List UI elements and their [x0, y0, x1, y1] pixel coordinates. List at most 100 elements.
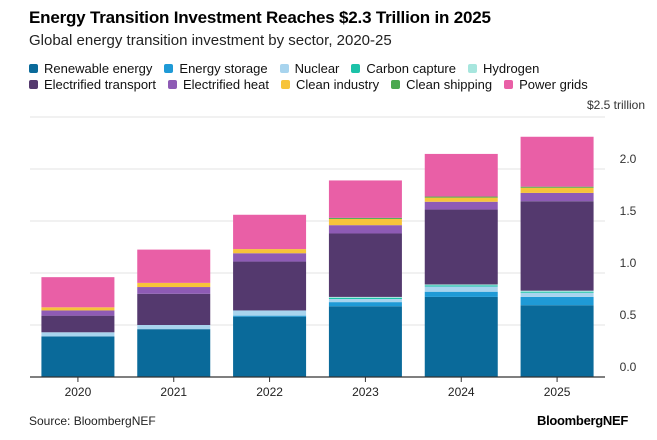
bar-segment — [328, 297, 402, 299]
bar-segment — [41, 307, 115, 311]
legend-swatch — [279, 63, 289, 73]
x-tick-label: 2023 — [352, 385, 379, 399]
chart-subtitle: Global energy transition investment by s… — [29, 32, 392, 49]
legend-swatch — [504, 79, 514, 89]
legend-item: Carbon capture — [351, 61, 456, 76]
y-tick-label: 0.5 — [620, 308, 637, 322]
y-tick-label: 1.0 — [620, 256, 637, 270]
legend-label: Electrified transport — [44, 76, 156, 92]
bar-segment — [424, 209, 498, 285]
y-axis-unit-label: $2.5 trillion — [587, 98, 645, 112]
legend-label: Electrified heat — [183, 76, 269, 92]
bar-segment — [520, 292, 594, 297]
legend-label: Renewable energy — [44, 60, 153, 76]
legend-item: Electrified heat — [168, 77, 269, 92]
chart-title: Energy Transition Investment Reaches $2.… — [29, 8, 491, 27]
legend-swatch — [468, 63, 477, 73]
legend-swatch — [164, 63, 174, 73]
legend-row: Electrified transport Electrified heat Cle… — [29, 76, 649, 92]
bar-segment — [328, 225, 402, 234]
bar-segment — [137, 249, 211, 283]
bar-segment — [520, 186, 594, 188]
legend-item: Renewable energy — [29, 61, 152, 76]
x-tick-label: 2022 — [256, 385, 283, 399]
legend-item: Electrified transport — [29, 77, 156, 92]
bar-segment — [424, 291, 498, 297]
bar-segment — [233, 249, 307, 254]
bar-segment — [328, 299, 402, 303]
source-note: Source: BloombergNEF — [29, 414, 156, 428]
bar-segment — [233, 253, 307, 262]
bar-segment — [41, 336, 115, 377]
bar-segment — [520, 136, 594, 187]
y-tick-label: 1.5 — [620, 204, 637, 218]
bar-segment — [233, 214, 307, 250]
legend-swatch — [351, 63, 361, 73]
bar-segment — [424, 296, 498, 377]
legend-label: Clean industry — [296, 76, 380, 92]
legend-swatch — [281, 79, 290, 89]
bar-segment — [328, 306, 402, 377]
brand-logo: BloombergNEF — [536, 413, 628, 428]
legend-swatch — [168, 79, 177, 89]
bar-segment — [328, 218, 402, 226]
y-tick-label: 0.0 — [620, 360, 637, 374]
bar-segment — [328, 180, 402, 218]
legend-row: Renewable energy Energy storage Nuclear Car… — [29, 60, 649, 76]
x-tick-label: 2025 — [544, 385, 571, 399]
legend-swatch — [29, 63, 38, 73]
legend-item: Clean shipping — [391, 77, 492, 92]
legend-item: Nuclear — [279, 60, 340, 76]
bar-segment — [424, 285, 498, 287]
legend-swatch — [391, 79, 401, 89]
legend-item: Energy storage — [164, 60, 268, 76]
x-tick-label: 2024 — [448, 385, 475, 399]
bar-segment — [520, 291, 594, 293]
x-tick-label: 2021 — [160, 385, 187, 399]
bar-segment — [233, 261, 307, 311]
bar-segment — [137, 325, 211, 330]
y-tick-label: 2.0 — [620, 152, 637, 166]
bar-segment — [520, 187, 594, 193]
legend-label: Energy storage — [179, 60, 268, 76]
bar-segment — [424, 197, 498, 202]
bar-segment — [137, 329, 211, 377]
legend: Renewable energy Energy storage Nuclear Car… — [29, 60, 649, 92]
bar-segment — [424, 201, 498, 210]
bar-segment — [137, 287, 211, 294]
bar-segment — [233, 316, 307, 377]
bar-segment — [41, 277, 115, 308]
bar-segment — [520, 192, 594, 202]
bar-segment — [137, 293, 211, 325]
bar-segment — [424, 284, 498, 286]
bar-segment — [424, 286, 498, 292]
legend-swatch — [29, 79, 38, 89]
x-tick-label: 2020 — [65, 385, 92, 399]
bar-segment — [233, 315, 307, 317]
bar-segment — [520, 296, 594, 306]
bar-segment — [328, 217, 402, 219]
legend-label: Power grids — [519, 76, 588, 92]
bar-segment — [328, 302, 402, 307]
bar-segment — [41, 315, 115, 333]
legend-item: Hydrogen — [468, 61, 539, 76]
bar-segment — [520, 305, 594, 377]
bar-segment — [328, 296, 402, 298]
legend-item: Power grids — [504, 77, 588, 92]
bar-segment — [520, 201, 594, 291]
bar-segment — [424, 153, 498, 197]
bar-segment — [137, 282, 211, 288]
bar-segment — [233, 310, 307, 316]
legend-label: Nuclear — [294, 60, 340, 76]
legend-label: Clean shipping — [406, 76, 493, 92]
bar-segment — [41, 310, 115, 316]
legend-item: Clean industry — [281, 77, 379, 92]
bar-segment — [520, 290, 594, 292]
bar-segment — [424, 196, 498, 198]
bar-segment — [328, 233, 402, 297]
bar-segment — [41, 332, 115, 337]
legend-label: Carbon capture — [366, 60, 456, 76]
legend-label: Hydrogen — [483, 60, 540, 76]
